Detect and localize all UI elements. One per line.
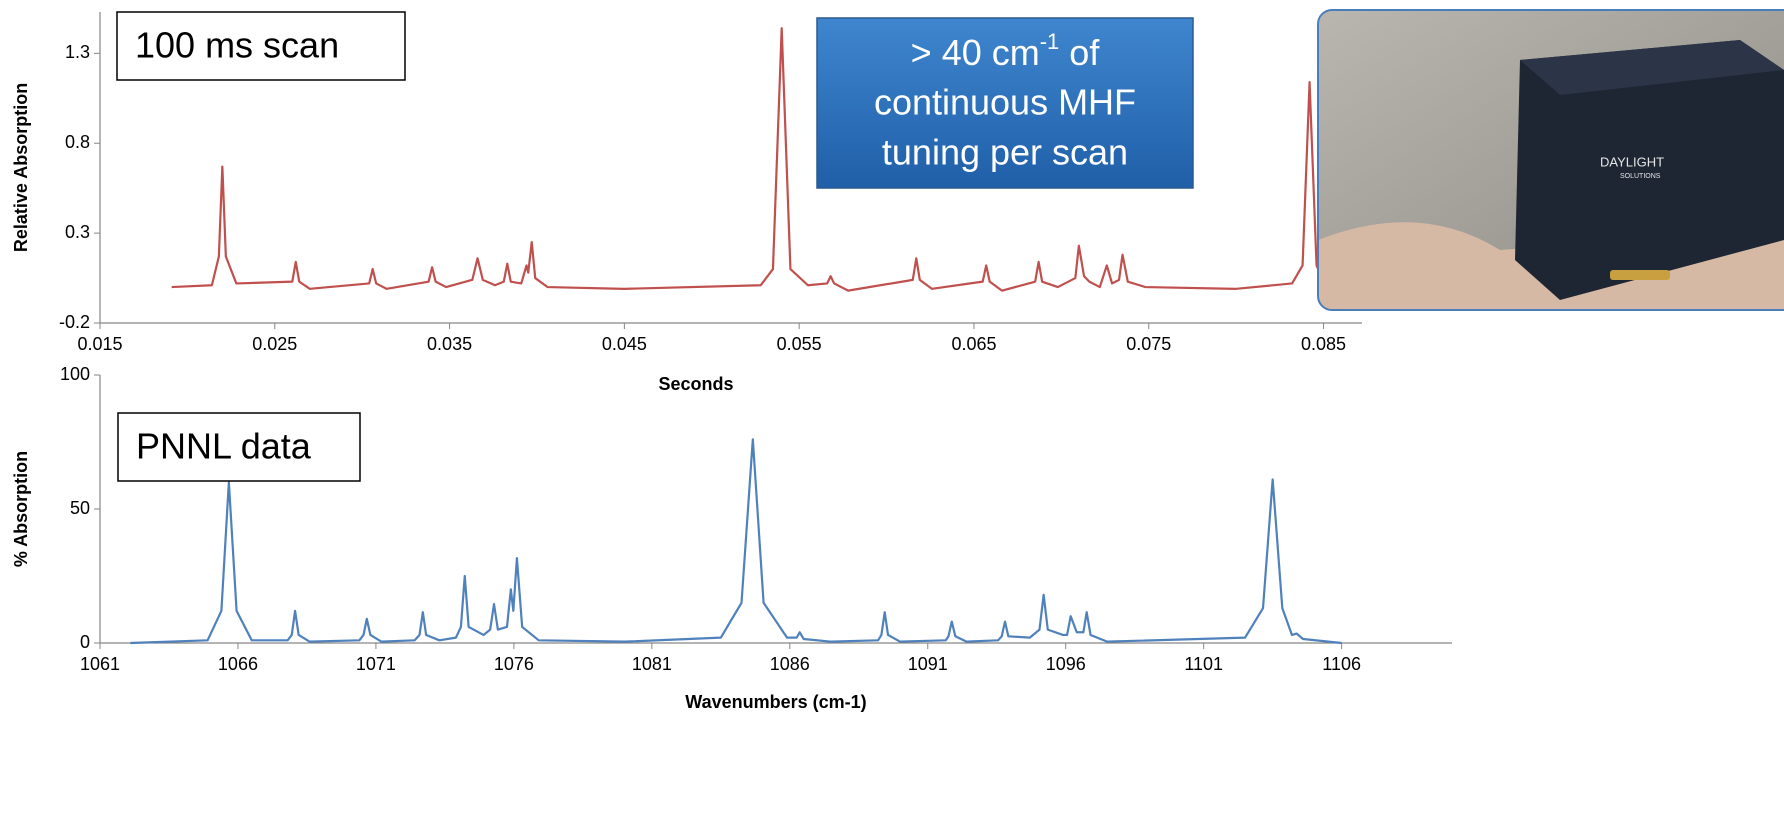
y-axis-title: Relative Absorption	[11, 83, 31, 252]
annotation-box	[116, 11, 406, 81]
connector	[1610, 270, 1670, 280]
data-line	[171, 27, 1361, 292]
x-tick-label: 1071	[356, 654, 396, 674]
x-tick-label: 1066	[218, 654, 258, 674]
device-top	[1520, 40, 1784, 95]
annotation-box	[117, 412, 361, 482]
y-tick-label: 0	[80, 632, 90, 652]
x-tick-label: 0.015	[77, 334, 122, 354]
x-tick-label: 0.055	[777, 334, 822, 354]
y-axis-title: % Absorption	[11, 451, 31, 567]
x-tick-label: 1076	[494, 654, 534, 674]
charts: -0.2 0.3 0.8 1.3 0.015 0.025 0.035 0.045 0.055 0.…	[11, 11, 1452, 712]
callout-box	[816, 17, 1194, 189]
x-tick-label: 1061	[80, 654, 120, 674]
x-axis-title: Seconds	[658, 374, 733, 394]
callout-text: > 40 cm	[911, 32, 1040, 73]
photo-brand: DAYLIGHT	[1600, 154, 1664, 169]
callout: > 40 cm-1 of continuous MHF tuning per s…	[816, 17, 1194, 189]
photo: DAYLIGHT SOLUTIONS	[1318, 10, 1784, 310]
x-tick-label: 0.085	[1301, 334, 1346, 354]
callout-line2: continuous MHF	[874, 82, 1136, 123]
x-tick-label: 1081	[632, 654, 672, 674]
y-tick-label: -0.2	[59, 312, 90, 332]
x-tick-label: 0.065	[951, 334, 996, 354]
x-tick-label: 0.075	[1126, 334, 1171, 354]
y-tick-label: 100	[60, 364, 90, 384]
annotation: PNNL data	[136, 426, 312, 467]
callout-sup: -1	[1040, 29, 1060, 54]
device	[1515, 40, 1784, 300]
x-tick-label: 0.025	[252, 334, 297, 354]
x-tick-label: 1096	[1046, 654, 1086, 674]
callout-line3: tuning per scan	[882, 132, 1128, 173]
data-line	[130, 438, 1342, 645]
y-tick-label: 0.3	[65, 222, 90, 242]
x-tick-label: 0.035	[427, 334, 472, 354]
callout-line1: > 40 cm-1 of	[911, 29, 1101, 73]
callout-text: of	[1059, 32, 1100, 73]
y-tick-label: 1.3	[65, 42, 90, 62]
x-tick-label: 1106	[1322, 654, 1361, 674]
x-tick-label: 1101	[1184, 654, 1223, 674]
photo-sub: SOLUTIONS	[1620, 173, 1661, 180]
x-tick-label: 1091	[908, 654, 948, 674]
y-tick-label: 0.8	[65, 132, 90, 152]
photo-frame	[1317, 9, 1784, 311]
x-axis-title: Wavenumbers (cm-1)	[685, 692, 866, 712]
annotation: 100 ms scan	[135, 25, 339, 66]
x-tick-label: 0.045	[602, 334, 647, 354]
y-tick-label: 50	[70, 498, 90, 518]
x-tick-label: 1086	[770, 654, 810, 674]
